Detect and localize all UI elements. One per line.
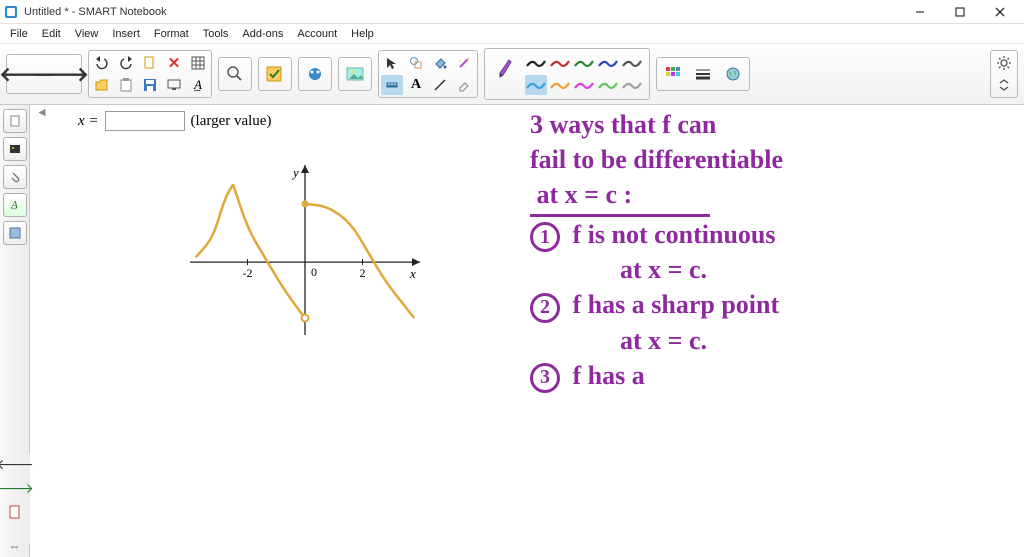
svg-text:-2: -2	[243, 266, 253, 280]
text-button[interactable]: A	[405, 75, 427, 95]
larger-value-label: (larger value)	[191, 113, 272, 130]
var-label: x =	[78, 113, 99, 130]
select-button[interactable]	[381, 53, 403, 73]
globe-button[interactable]	[719, 60, 747, 88]
table-button[interactable]	[187, 53, 209, 73]
screen-button[interactable]	[163, 75, 185, 95]
side-tab-properties[interactable]	[3, 221, 27, 245]
pen-color-swatch[interactable]	[525, 53, 547, 73]
canvas[interactable]: ◄ x = (larger value) -220xy 3 ways that …	[30, 105, 1024, 557]
svg-text:y: y	[291, 165, 299, 180]
close-button[interactable]	[980, 1, 1020, 23]
minimize-button[interactable]	[900, 1, 940, 23]
line-style-button[interactable]	[689, 60, 717, 88]
select-tools-group: A	[378, 50, 478, 98]
side-doc-button[interactable]	[4, 502, 26, 522]
menu-help[interactable]: Help	[345, 26, 380, 42]
menu-edit[interactable]: Edit	[36, 26, 67, 42]
gear-button[interactable]	[993, 53, 1015, 73]
line-button[interactable]	[429, 75, 451, 95]
next-page-button[interactable]: 🡒	[45, 57, 79, 91]
pen-color-swatch[interactable]	[549, 53, 571, 73]
menu-addons[interactable]: Add-ons	[236, 26, 289, 42]
bottom-side-nav: 🡐 🡒	[0, 454, 30, 544]
side-tab-page[interactable]	[3, 109, 27, 133]
svg-text:2: 2	[360, 266, 366, 280]
side-tab-text[interactable]: A̲	[3, 193, 27, 217]
zoom-group	[218, 57, 252, 91]
nav-group: 🡐 🡒	[6, 54, 82, 94]
function-graph: -2 2 0 x y	[190, 165, 420, 335]
math-input-block: x = (larger value)	[78, 111, 271, 131]
eraser-button[interactable]	[453, 75, 475, 95]
pen-color-swatch[interactable]	[597, 75, 619, 95]
side-tab-gallery[interactable]	[3, 137, 27, 161]
file-actions-group: ✕ A̲	[88, 50, 212, 98]
menu-file[interactable]: File	[4, 26, 34, 42]
svg-text:x: x	[409, 266, 416, 281]
response-button[interactable]	[261, 60, 289, 88]
addon-button[interactable]	[301, 60, 329, 88]
redo-button[interactable]	[115, 53, 137, 73]
settings-group	[990, 50, 1018, 98]
x-value-input[interactable]	[105, 111, 185, 131]
menu-insert[interactable]: Insert	[106, 26, 146, 42]
expand-button[interactable]	[993, 75, 1015, 95]
text-style-button[interactable]: A̲	[187, 75, 209, 95]
save-button[interactable]	[139, 75, 161, 95]
pen-color-swatch[interactable]	[573, 53, 595, 73]
checkbox-group	[258, 57, 292, 91]
paste-button[interactable]	[115, 75, 137, 95]
menu-tools[interactable]: Tools	[197, 26, 235, 42]
pen-color-swatch[interactable]	[621, 53, 643, 73]
addon-group	[298, 57, 332, 91]
app-icon	[4, 5, 18, 19]
color-grid-button[interactable]	[659, 60, 687, 88]
color-tools-group	[656, 57, 750, 91]
pen-color-swatch[interactable]	[573, 75, 595, 95]
window-titlebar: Untitled * - SMART Notebook	[0, 0, 1024, 24]
side-tab-attach[interactable]	[3, 165, 27, 189]
menu-view[interactable]: View	[69, 26, 105, 42]
pen-color-swatch[interactable]	[525, 75, 547, 95]
new-page-button[interactable]	[139, 53, 161, 73]
fill-button[interactable]	[429, 53, 451, 73]
pen-color-swatch[interactable]	[597, 53, 619, 73]
zoom-button[interactable]	[221, 60, 249, 88]
ruler-button[interactable]	[381, 75, 403, 95]
window-controls	[900, 1, 1020, 23]
undo-button[interactable]	[91, 53, 113, 73]
pen-button[interactable]	[491, 53, 519, 81]
toolbar: 🡐 🡒 ✕ A̲	[0, 44, 1024, 105]
pen-color-swatch[interactable]	[549, 75, 571, 95]
gallery-group	[338, 57, 372, 91]
pen-color-swatch[interactable]	[621, 75, 643, 95]
menubar: File Edit View Insert Format Tools Add-o…	[0, 24, 1024, 44]
delete-button[interactable]: ✕	[163, 53, 185, 73]
maximize-button[interactable]	[940, 1, 980, 23]
side-prev-button[interactable]: 🡐	[4, 454, 26, 474]
magic-pen-button[interactable]	[453, 53, 475, 73]
pen-group	[484, 48, 650, 100]
menu-format[interactable]: Format	[148, 26, 195, 42]
side-next-button[interactable]: 🡒	[4, 478, 26, 498]
svg-text:0: 0	[311, 265, 317, 279]
menu-account[interactable]: Account	[291, 26, 343, 42]
pen-palette	[525, 53, 643, 95]
window-title: Untitled * - SMART Notebook	[24, 6, 900, 18]
open-button[interactable]	[91, 75, 113, 95]
image-button[interactable]	[341, 60, 369, 88]
shape-button[interactable]	[405, 53, 427, 73]
handwritten-notes: 3 ways that f canfail to be differentiab…	[530, 107, 783, 393]
main-area: A̲ ⇔ ◄ x = (larger value) -220xy 3 ways …	[0, 105, 1024, 557]
